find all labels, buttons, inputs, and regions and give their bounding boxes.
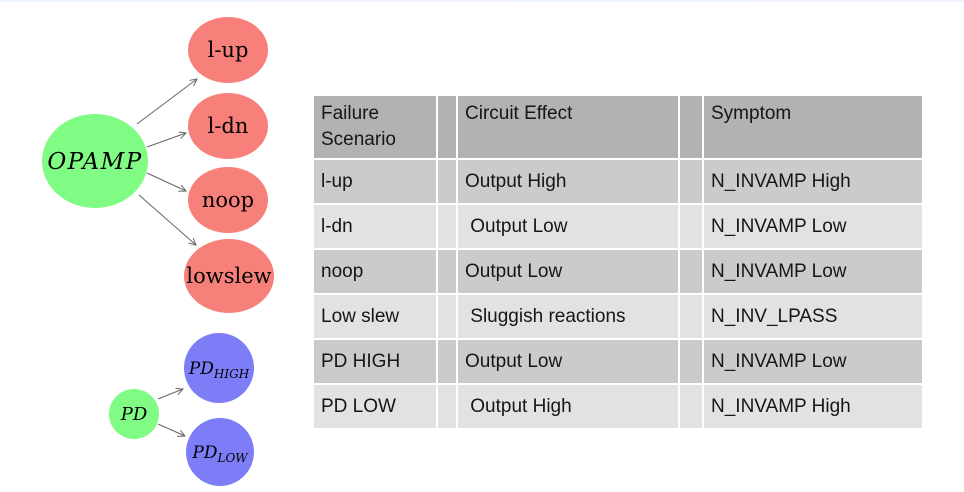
spacer-cell [680,96,702,158]
pd-low-node-label: PDLOW [191,443,249,465]
header-circuit-effect: Circuit Effect [458,96,678,158]
opamp-node [42,114,148,208]
spacer-cell [680,340,702,383]
cell-effect: Output Low [458,340,678,383]
spacer-cell [438,385,456,428]
pd-high-node-label: PDHIGH [188,359,250,381]
spacer-cell [438,250,456,293]
spacer-cell [438,205,456,248]
cell-symptom: N_INVAMP High [704,385,922,428]
edge-opamp-lup [136,79,197,125]
cell-scenario: Low slew [314,295,436,338]
edge-opamp-lowslew [138,194,196,245]
fault-tree-diagram: OPAMP l-up l-dn noop lowslew PD PDHIGH P… [42,17,274,486]
cell-effect: Output High [458,385,678,428]
cell-scenario: PD LOW [314,385,436,428]
failure-node-noop [188,167,268,233]
edge-pd-pdlow [157,423,185,436]
table-row: Low slew Sluggish reactions N_INV_LPASS [314,295,922,338]
edge-pd-pdhigh [157,389,183,400]
header-symptom: Symptom [704,96,922,158]
table-header-row: Failure Scenario Circuit Effect Symptom [314,96,922,158]
table-row: PD LOW Output High N_INVAMP High [314,385,922,428]
window-top-edge [0,0,964,3]
pd-low-node [186,418,254,486]
cell-effect: Output Low [458,205,678,248]
pd-node-label: PD [120,404,148,425]
spacer-cell [680,205,702,248]
failure-node-l-up [188,17,268,83]
failure-node-lowslew-label: lowslew [186,264,271,288]
spacer-cell [680,250,702,293]
failure-node-l-up-label: l-up [208,38,249,62]
cell-effect: Output High [458,160,678,203]
cell-effect: Output Low [458,250,678,293]
cell-symptom: N_INV_LPASS [704,295,922,338]
failure-node-l-dn [188,93,268,159]
table-row: l-up Output High N_INVAMP High [314,160,922,203]
spacer-cell [438,96,456,158]
cell-symptom: N_INVAMP Low [704,340,922,383]
table-row: PD HIGH Output Low N_INVAMP Low [314,340,922,383]
pd-high-node [184,333,254,403]
header-failure-scenario: Failure Scenario [314,96,436,158]
cell-scenario: noop [314,250,436,293]
spacer-cell [438,295,456,338]
cell-symptom: N_INVAMP Low [704,250,922,293]
spacer-cell [438,340,456,383]
spacer-cell [680,385,702,428]
cell-scenario: l-up [314,160,436,203]
failure-node-noop-label: noop [202,188,254,212]
cell-scenario: PD HIGH [314,340,436,383]
cell-scenario: l-dn [314,205,436,248]
edge-opamp-ldn [146,133,186,148]
failure-node-l-dn-label: l-dn [208,114,249,138]
fault-symptom-table: Failure Scenario Circuit Effect Symptom … [312,94,924,430]
opamp-node-label: OPAMP [47,149,142,175]
pd-node [109,389,159,439]
cell-symptom: N_INVAMP Low [704,205,922,248]
cell-effect: Sluggish reactions [458,295,678,338]
table-row: l-dn Output Low N_INVAMP Low [314,205,922,248]
cell-symptom: N_INVAMP High [704,160,922,203]
spacer-cell [680,160,702,203]
spacer-cell [680,295,702,338]
failure-node-lowslew [184,239,274,313]
table-row: noop Output Low N_INVAMP Low [314,250,922,293]
edge-opamp-noop [146,172,186,191]
spacer-cell [438,160,456,203]
